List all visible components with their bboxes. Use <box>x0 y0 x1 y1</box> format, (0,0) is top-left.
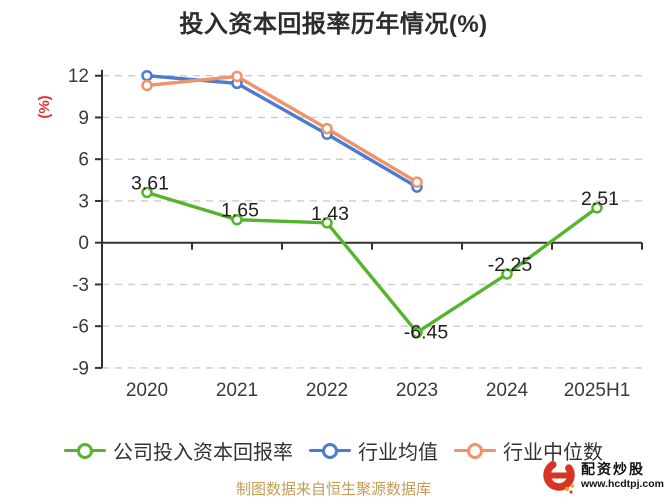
brand-watermark: 配资炒股 www.hcdtpj.com <box>540 456 664 496</box>
y-tick-label: 6 <box>78 150 89 171</box>
data-value-label: -6.45 <box>404 321 449 343</box>
y-tick-label: 3 <box>78 191 89 212</box>
data-point[interactable] <box>231 70 243 83</box>
line-series-marker-icon <box>454 442 496 459</box>
data-point[interactable] <box>321 217 333 229</box>
legend-item-industry-mean[interactable]: 行业均值 <box>309 436 438 465</box>
data-value-label: -2.25 <box>488 254 533 276</box>
x-tick-label: 2025H1 <box>564 380 631 401</box>
y-tick-label: -6 <box>72 317 89 338</box>
legend-item-company-roic[interactable]: 公司投入资本回报率 <box>64 436 293 465</box>
data-point[interactable] <box>231 213 243 226</box>
data-value-label: 1.65 <box>221 200 259 222</box>
chart-legend: 公司投入资本回报率 行业均值 行业中位数 <box>0 436 667 465</box>
series-line <box>145 74 419 184</box>
line-series-marker-icon <box>309 442 351 459</box>
data-point[interactable] <box>141 69 153 82</box>
data-value-label: 1.43 <box>311 203 349 225</box>
series-line <box>145 190 599 335</box>
line-series-marker-icon <box>64 442 106 459</box>
data-point[interactable] <box>141 79 153 92</box>
y-tick-label: -3 <box>72 275 89 296</box>
x-tick-label: 2021 <box>216 380 258 401</box>
brand-e-logo-icon <box>543 459 575 494</box>
brand-url: www.hcdtpj.com <box>580 478 664 491</box>
series-line <box>145 74 419 189</box>
x-tick-label: 2024 <box>486 380 529 401</box>
legend-item-industry-median[interactable]: 行业中位数 <box>454 436 603 465</box>
y-tick-label: 12 <box>68 66 89 87</box>
chart-title: 投入资本回报率历年情况(%) <box>179 11 488 38</box>
legend-label-industry-median: 行业中位数 <box>503 442 603 464</box>
roic-line-chart: 12 9 6 3 0 -3 -6 -9 2020 2021 2022 2023 2024 2025H1 (%… <box>36 66 643 401</box>
legend-label-company-roic: 公司投入资本回报率 <box>113 442 293 464</box>
data-point[interactable] <box>591 202 603 214</box>
data-point[interactable] <box>501 268 513 280</box>
y-tick-label: 0 <box>78 233 89 254</box>
brand-name: 配资炒股 <box>580 460 645 477</box>
y-tick-label: -9 <box>72 358 89 379</box>
legend-label-industry-mean: 行业均值 <box>358 442 438 464</box>
y-tick-label: 9 <box>78 108 89 129</box>
data-source-note: 制图数据来自恒生聚源数据库 <box>235 481 431 498</box>
y-axis-unit-label: (%) <box>36 95 53 118</box>
data-point[interactable] <box>141 186 153 199</box>
x-tick-label: 2020 <box>126 380 168 401</box>
data-point[interactable] <box>411 326 423 339</box>
x-tick-label: 2023 <box>396 380 438 401</box>
data-point[interactable] <box>411 176 423 188</box>
data-point[interactable] <box>321 122 333 135</box>
x-tick-label: 2022 <box>306 380 348 401</box>
data-value-label: 2.51 <box>581 188 619 210</box>
data-value-label: 3.61 <box>131 172 169 194</box>
